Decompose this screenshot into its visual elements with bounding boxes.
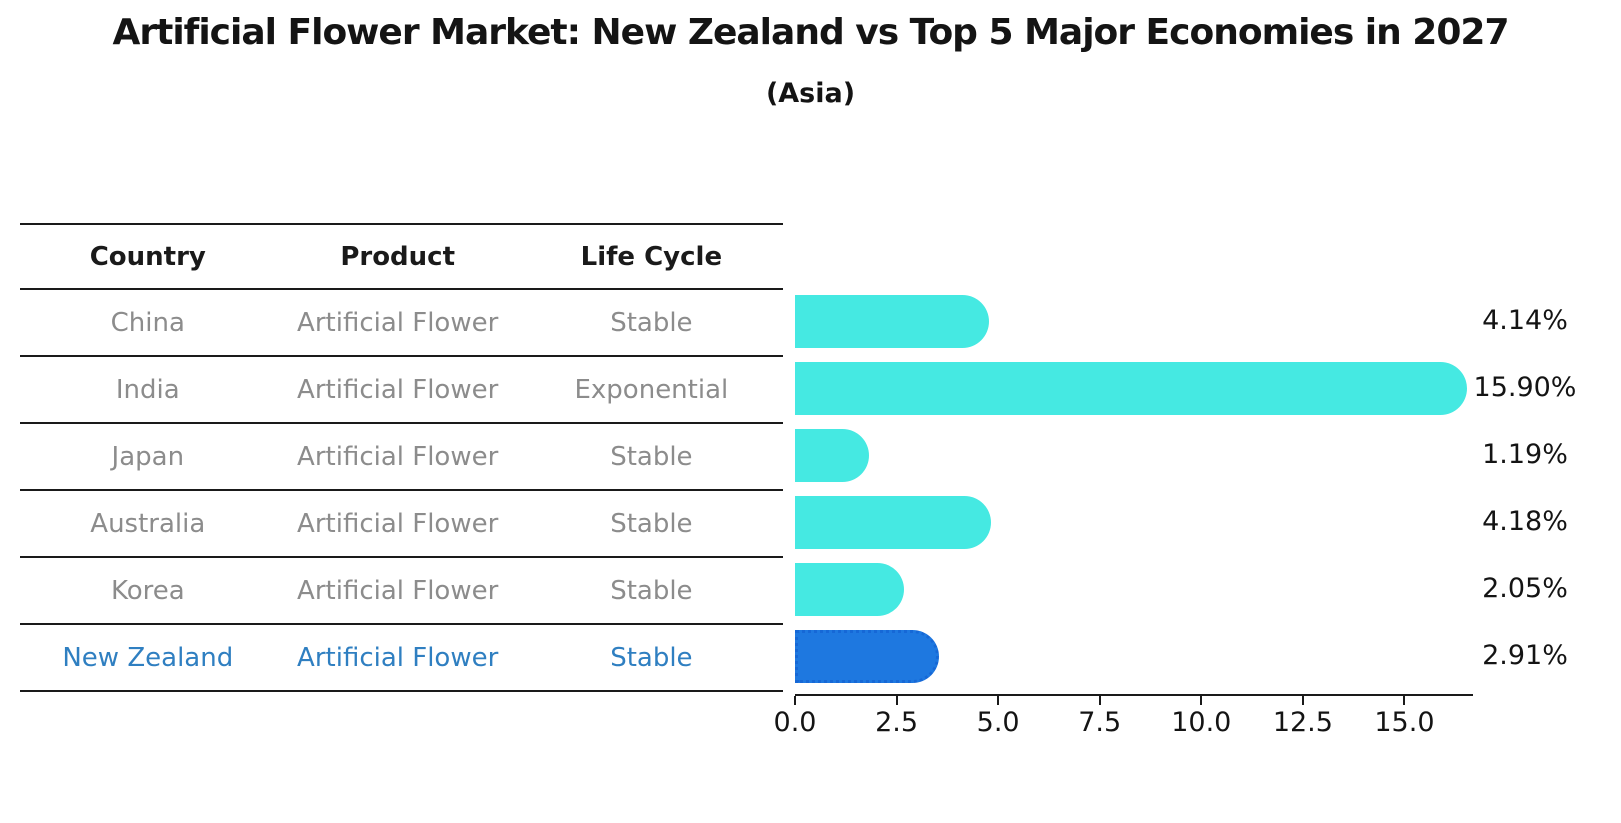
bar-china: [795, 295, 990, 348]
bar-new-zealand: [795, 630, 940, 683]
cell-life-cycle: Stable: [610, 575, 693, 606]
column-header-country: Country: [89, 241, 206, 272]
cell-country: Korea: [110, 575, 185, 606]
cell-life-cycle: Stable: [610, 441, 693, 472]
cell-country: New Zealand: [62, 642, 234, 673]
cell-product: Artificial Flower: [297, 642, 499, 673]
column-header-life-cycle: Life Cycle: [580, 241, 723, 272]
x-axis-tick-label: 12.5: [1272, 707, 1333, 738]
x-axis-tick-label: 7.5: [1078, 707, 1122, 738]
x-axis-tick: [997, 696, 1000, 705]
cell-life-cycle: Stable: [610, 642, 693, 673]
cell-product: Artificial Flower: [297, 374, 499, 405]
country-table: Country Product Life Cycle China Artific…: [20, 223, 783, 692]
cell-country: China: [110, 307, 185, 338]
bar-india: [795, 362, 1468, 415]
cell-life-cycle: Exponential: [574, 374, 729, 405]
x-axis-tick: [895, 696, 898, 705]
bar-korea: [795, 563, 905, 616]
x-axis-tick: [794, 696, 796, 705]
x-axis-tick-label: 5.0: [976, 707, 1020, 738]
cell-country: Japan: [111, 441, 185, 472]
table-row-new-zealand: New Zealand Artificial Flower Stable: [20, 625, 783, 692]
cell-product: Artificial Flower: [297, 441, 499, 472]
value-label-india: 15.90%: [1473, 371, 1577, 403]
cell-product: Artificial Flower: [297, 575, 499, 606]
x-axis-tick-label: 15.0: [1374, 707, 1435, 738]
table-row: India Artificial Flower Exponential: [20, 357, 783, 424]
cell-product: Artificial Flower: [297, 307, 499, 338]
table-row: Korea Artificial Flower Stable: [20, 558, 783, 625]
value-label-china: 4.14%: [1482, 304, 1568, 336]
cell-life-cycle: Stable: [610, 508, 693, 539]
cell-life-cycle: Stable: [610, 307, 693, 338]
table-header-row: Country Product Life Cycle: [20, 225, 783, 290]
table-row: China Artificial Flower Stable: [20, 290, 783, 357]
bar-australia: [795, 496, 991, 549]
value-label-japan: 1.19%: [1482, 438, 1568, 470]
value-label-australia: 4.18%: [1482, 505, 1568, 537]
x-axis-tick-label: 10.0: [1171, 707, 1232, 738]
x-axis-tick: [1403, 696, 1406, 705]
x-axis-tick: [1098, 696, 1101, 705]
column-header-product: Product: [340, 241, 456, 272]
x-axis-tick-label: 0.0: [773, 707, 817, 738]
x-axis-tick-label: 2.5: [875, 707, 919, 738]
cell-product: Artificial Flower: [297, 508, 499, 539]
table-row: Japan Artificial Flower Stable: [20, 424, 783, 491]
cell-country: Australia: [90, 508, 206, 539]
value-label-new-zealand: 2.91%: [1482, 639, 1568, 671]
bar-japan: [795, 429, 870, 482]
table-row: Australia Artificial Flower Stable: [20, 491, 783, 558]
x-axis-tick: [1301, 696, 1304, 705]
value-label-korea: 2.05%: [1482, 572, 1568, 604]
page-subtitle: (Asia): [765, 78, 856, 109]
x-axis: [795, 694, 1473, 696]
x-axis-tick: [1200, 696, 1203, 705]
cell-country: India: [115, 374, 180, 405]
page-title: Artificial Flower Market: New Zealand vs…: [112, 12, 1510, 53]
